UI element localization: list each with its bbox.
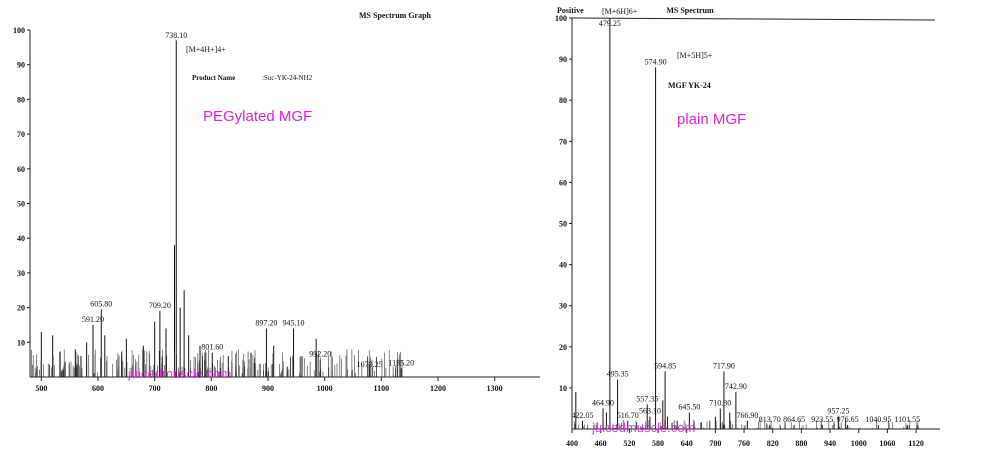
- peak-label: 563.10: [639, 407, 661, 416]
- x-tick-label: 460: [595, 439, 607, 448]
- peak-label: 605.80: [90, 299, 112, 308]
- x-tick-label: 700: [709, 439, 721, 448]
- y-tick-label: 90: [17, 61, 25, 70]
- x-tick-label: 640: [681, 439, 693, 448]
- y-tick-label: 90: [559, 55, 567, 64]
- x-tick-label: 1200: [430, 384, 446, 393]
- left-peaks: [29, 40, 403, 377]
- plain-mgf-label: plain MGF: [677, 111, 746, 128]
- y-tick-label: 60: [17, 165, 25, 174]
- peak-label: 801.60: [201, 343, 223, 352]
- left-peak-labels: 738.10 605.80 591.20 709.20 801.60 897.20 945.…: [82, 31, 414, 369]
- product-name-label: Product Name: [192, 74, 235, 82]
- y-tick-label: 70: [559, 137, 567, 146]
- y-tick-label: 100: [13, 26, 25, 35]
- peak-label: 464.90: [592, 398, 614, 407]
- peak-label: 738.10: [165, 31, 187, 40]
- peak-label: 923.55: [811, 415, 833, 424]
- y-tick-label: 40: [559, 261, 567, 270]
- x-tick-label: 940: [824, 439, 836, 448]
- peak-label: 945.10: [283, 318, 305, 327]
- y-tick-label: 10: [559, 384, 567, 393]
- left-x-axis: 500 600 700 800 900 1000 1100 1200 1300: [35, 377, 503, 393]
- x-tick-label: 760: [738, 439, 750, 448]
- peak-label: 594.85: [654, 361, 676, 370]
- right-peaks: [573, 18, 919, 429]
- product-name-value: :Suc-YK-24-NH2: [262, 74, 313, 82]
- peak-label: 495.35: [607, 370, 629, 379]
- y-tick-label: 60: [559, 178, 567, 187]
- peak-label: 1079.25: [357, 360, 383, 369]
- x-tick-label: 1120: [908, 439, 924, 448]
- x-tick-label: 800: [205, 384, 217, 393]
- ion-label-5plus: [M+5H]5+: [677, 51, 713, 60]
- right-peak-labels: 479.25 574.90 495.35 594.85 717.90 742.90 710.…: [572, 19, 921, 424]
- y-tick-label: 20: [559, 343, 567, 352]
- y-tick-label: 10: [17, 338, 25, 347]
- y-tick-label: 100: [555, 14, 567, 23]
- peak-label: 1101.55: [894, 415, 920, 424]
- peak-label: 1135.20: [388, 358, 414, 367]
- x-tick-label: 1300: [487, 384, 503, 393]
- right-top-border: [571, 17, 936, 21]
- y-tick-label: 80: [17, 95, 25, 104]
- x-tick-label: 1000: [851, 439, 867, 448]
- x-tick-label: 900: [262, 384, 274, 393]
- peak-label: 742.90: [725, 382, 747, 391]
- right-spectrum-chart: Positive MS Spectrum 1020304050607080901…: [555, 6, 940, 448]
- y-tick-label: 40: [17, 234, 25, 243]
- peak-label: 710.30: [709, 398, 731, 407]
- ion-label-6plus: [M+6H]6+: [602, 7, 638, 16]
- peak-label: 574.90: [645, 57, 667, 66]
- left-y-axis: 10 20 30 40 50 60 70 80 90 100: [13, 26, 30, 347]
- peak-label: 422.05: [572, 411, 594, 420]
- y-tick-label: 30: [559, 302, 567, 311]
- left-chart-title: MS Spectrum Graph: [359, 11, 432, 20]
- x-tick-label: 520: [623, 439, 635, 448]
- peak-label: 557.35: [636, 394, 658, 403]
- y-tick-label: 20: [17, 304, 25, 313]
- peak-label: 1040.95: [865, 415, 891, 424]
- x-tick-label: 1100: [374, 384, 390, 393]
- left-watermark: juicedmuscle.com: [127, 366, 231, 381]
- peak-label: 897.20: [255, 318, 277, 327]
- right-y-axis: 10 20 30 40 50 60 70 80 90 100: [555, 14, 572, 393]
- y-tick-label: 50: [17, 200, 25, 209]
- x-tick-label: 700: [149, 384, 161, 393]
- x-tick-label: 1060: [879, 439, 895, 448]
- peak-label: 709.20: [149, 301, 171, 310]
- x-tick-label: 500: [35, 384, 47, 393]
- peak-label: 766.90: [736, 411, 758, 420]
- peak-label: 976.65: [837, 415, 859, 424]
- pegylated-mgf-label: PEGylated MGF: [203, 108, 312, 125]
- peak-label: 957.25: [827, 407, 849, 416]
- right-watermark: juicedmuscle.com: [591, 420, 695, 435]
- x-tick-label: 400: [566, 439, 578, 448]
- peak-label: 864.65: [783, 415, 805, 424]
- peak-label: 516.70: [617, 411, 639, 420]
- peak-label: 992.20: [309, 350, 331, 359]
- peak-label: 717.90: [713, 361, 735, 370]
- x-tick-label: 1000: [317, 384, 333, 393]
- x-tick-label: 820: [767, 439, 779, 448]
- peak-label: 645.50: [678, 403, 700, 412]
- y-tick-label: 30: [17, 269, 25, 278]
- positive-label: Positive: [557, 6, 584, 15]
- x-tick-label: 600: [92, 384, 104, 393]
- compound-label: MGF YK-24: [668, 81, 711, 90]
- x-tick-label: 580: [652, 439, 664, 448]
- right-x-axis: 400 460 520 580 640 700 760 820 880 940 1000 1060 11…: [566, 429, 924, 448]
- peak-label: 479.25: [599, 19, 621, 28]
- y-tick-label: 80: [559, 96, 567, 105]
- x-tick-label: 880: [795, 439, 807, 448]
- y-tick-label: 70: [17, 130, 25, 139]
- left-ion-annotation: [M+4H+]4+: [186, 45, 226, 54]
- peak-label: 813.70: [759, 415, 781, 424]
- y-tick-label: 50: [559, 220, 567, 229]
- left-spectrum-chart: MS Spectrum Graph 102030405060708090100 …: [13, 11, 540, 393]
- peak-label: 591.20: [82, 315, 104, 324]
- right-chart-title: MS Spectrum: [666, 6, 714, 15]
